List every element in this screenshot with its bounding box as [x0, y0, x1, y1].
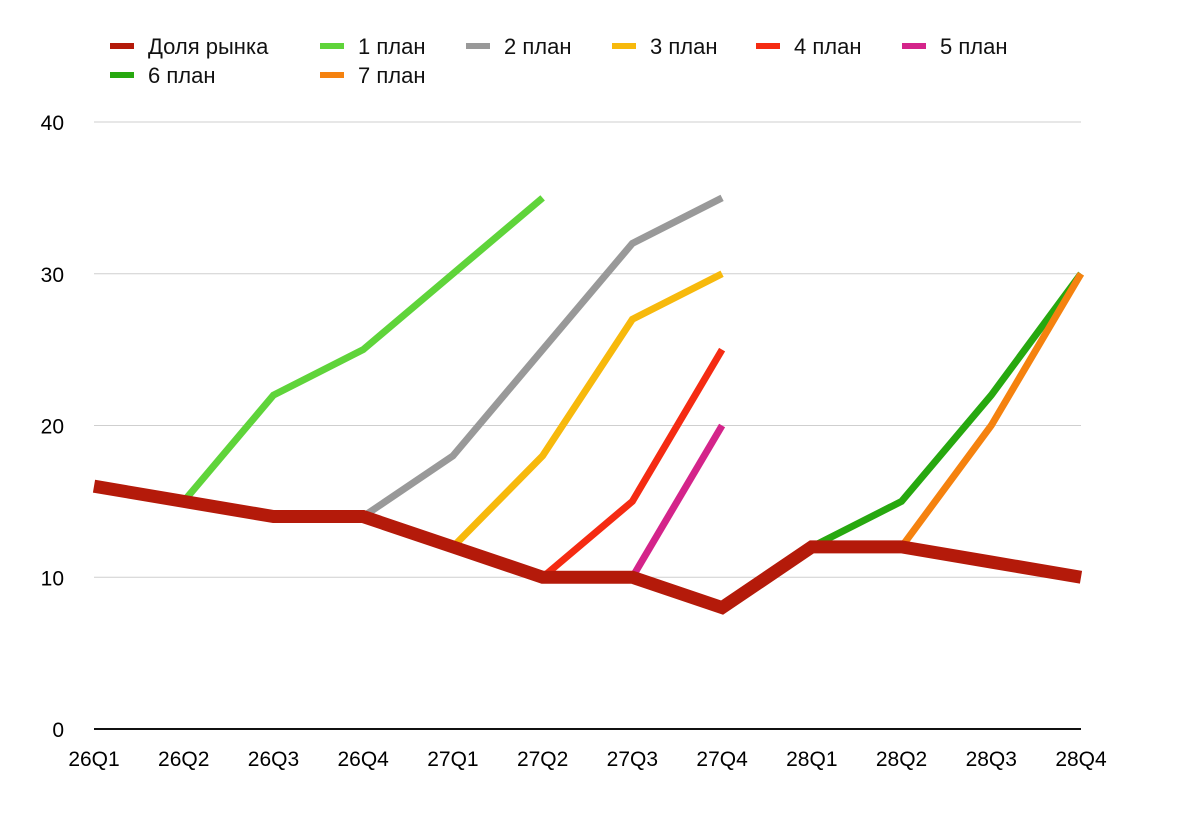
- series-line-plan-4: [540, 347, 726, 580]
- y-tick-label: 20: [41, 416, 64, 439]
- x-tick-label: 26Q4: [337, 748, 389, 771]
- x-axis-ticks: 26Q1 26Q2 26Q3 26Q4 27Q1 27Q2 27Q3 27Q4 28Q1 28Q2…: [68, 748, 1107, 771]
- series-line-market-share: [92, 479, 1083, 615]
- y-tick-label: 10: [41, 567, 64, 590]
- x-tick-label: 26Q2: [158, 748, 209, 771]
- x-tick-label: 28Q4: [1055, 748, 1107, 771]
- x-tick-label: 28Q1: [786, 748, 837, 771]
- legend-label: 3 план: [650, 34, 717, 59]
- y-tick-label: 0: [52, 719, 64, 742]
- series-line-plan-6: [810, 271, 1084, 551]
- series-line-plan-2: [361, 194, 724, 520]
- x-tick-label: 27Q4: [696, 748, 748, 771]
- legend-label: Доля рынка: [148, 34, 269, 59]
- series-line-plan-7: [898, 271, 1085, 549]
- legend-label: 4 план: [794, 34, 861, 59]
- legend-label: 7 план: [358, 63, 425, 88]
- y-axis-ticks: 0 10 20 30 40: [41, 112, 64, 742]
- y-tick-label: 40: [41, 112, 64, 135]
- series-line-plan-1: [181, 195, 545, 504]
- series-lines: [92, 194, 1085, 615]
- x-tick-label: 27Q2: [517, 748, 568, 771]
- gridlines: [94, 121, 1081, 730]
- series-line-plan-3: [450, 270, 724, 550]
- legend-label: 6 план: [148, 63, 215, 88]
- x-tick-label: 28Q3: [966, 748, 1017, 771]
- x-tick-label: 26Q3: [248, 748, 299, 771]
- y-tick-label: 30: [41, 264, 64, 287]
- legend: Доля рынка 1 план 2 план 3 план 4 план 5 план…: [110, 34, 1007, 88]
- x-tick-label: 26Q1: [68, 748, 119, 771]
- x-tick-label: 27Q3: [607, 748, 658, 771]
- legend-label: 2 план: [504, 34, 571, 59]
- x-tick-label: 28Q2: [876, 748, 927, 771]
- x-tick-label: 27Q1: [427, 748, 478, 771]
- legend-label: 5 план: [940, 34, 1007, 59]
- legend-label: 1 план: [358, 34, 425, 59]
- series-line-plan-5: [629, 423, 726, 580]
